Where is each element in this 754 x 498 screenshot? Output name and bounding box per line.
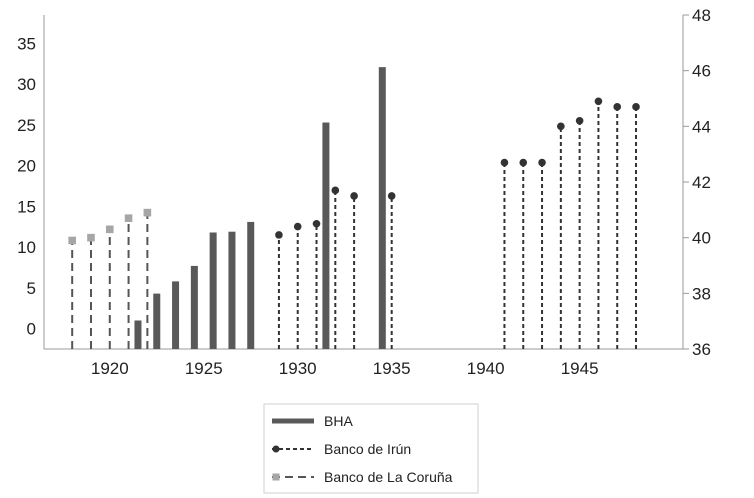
y-left-tick-label: 10 [17, 238, 36, 257]
x-tick-label: 1930 [279, 359, 317, 378]
bar [172, 281, 180, 349]
bar [153, 293, 161, 349]
data-point [87, 233, 95, 242]
bar [134, 320, 142, 349]
data-point [275, 231, 283, 239]
legend-item-bha: BHA [272, 413, 353, 429]
bar [228, 231, 236, 349]
legend-item-banco-de-ir-n: Banco de Irún [272, 441, 411, 457]
bar [190, 265, 198, 349]
bar [209, 232, 217, 349]
legend: BHA Banco de Irún Banco de La Coruña [263, 403, 479, 494]
x-tick-label: 1920 [91, 359, 129, 378]
legend-label: Banco de La Coruña [324, 469, 453, 485]
legend-swatch-marker [272, 473, 280, 481]
data-point [124, 214, 133, 222]
data-point [68, 236, 76, 245]
legend-swatch-marker [272, 445, 280, 453]
series-banco-de-la-coru-a [68, 208, 152, 349]
y-right-tick-label: 40 [692, 229, 711, 248]
y-left-tick-label: 5 [27, 279, 36, 298]
y-left-tick-label: 15 [17, 197, 36, 216]
data-point [613, 103, 622, 111]
data-point [312, 219, 321, 228]
data-point [293, 222, 302, 231]
data-point [575, 116, 584, 125]
data-point [143, 208, 152, 217]
x-tick-label: 1935 [373, 359, 411, 378]
y-right-tick-label: 46 [692, 62, 711, 81]
data-point [105, 225, 114, 234]
data-point [557, 122, 565, 131]
y-left-tick-label: 35 [17, 35, 36, 54]
x-tick-label: 1945 [561, 359, 599, 378]
y-right-tick-label: 38 [692, 284, 711, 303]
series-layer [68, 67, 640, 349]
legend-item-banco-de-la-coru-a: Banco de La Coruña [272, 469, 453, 485]
axes: 0 5 10 15 20 25 30 35 36 38 40 42 44 46 48 1920 1925 1930… [17, 6, 711, 378]
y-left-tick-label: 0 [27, 320, 36, 339]
data-point [500, 158, 509, 167]
x-tick-label: 1925 [185, 359, 223, 378]
data-point [350, 192, 358, 200]
data-point [387, 192, 396, 200]
y-right-tick-label: 44 [692, 117, 711, 136]
series-banco-de-ir-n [275, 97, 640, 349]
bar [378, 67, 386, 349]
y-right-tick-label: 36 [692, 340, 711, 359]
y-left-tick-label: 25 [17, 116, 36, 135]
legend-box [263, 403, 479, 494]
bar [247, 221, 255, 349]
data-point [519, 158, 528, 167]
y-right-tick-label: 42 [692, 173, 711, 192]
data-point [538, 158, 546, 167]
data-point [331, 186, 340, 195]
x-tick-label: 1940 [467, 359, 505, 378]
legend-label: BHA [324, 413, 353, 429]
bar [322, 122, 330, 349]
legend-label: Banco de Irún [324, 441, 411, 457]
series-bha [134, 67, 386, 349]
data-point [594, 97, 603, 106]
y-left-tick-label: 20 [17, 157, 36, 176]
y-right-tick-label: 48 [692, 6, 711, 25]
y-left-tick-label: 30 [17, 75, 36, 94]
data-point [632, 103, 640, 111]
